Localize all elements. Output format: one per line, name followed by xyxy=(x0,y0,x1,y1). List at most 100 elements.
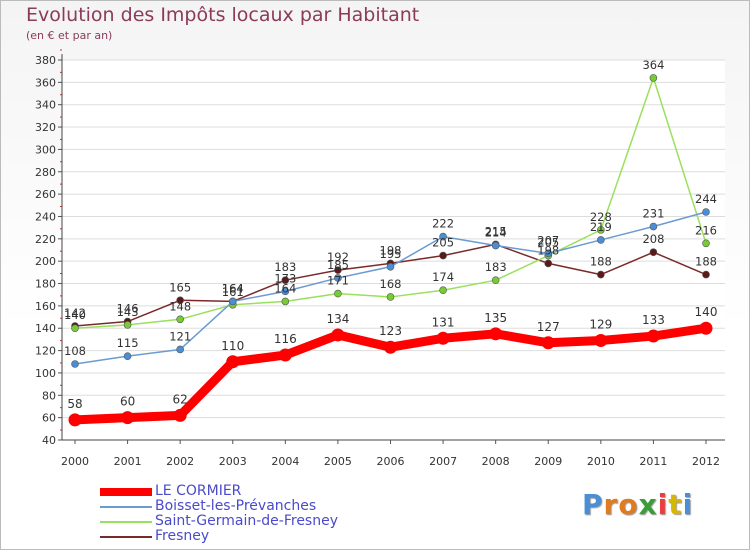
data-label: 244 xyxy=(695,192,717,206)
data-point xyxy=(281,287,290,296)
data-point xyxy=(702,239,710,248)
data-label: 164 xyxy=(274,281,296,295)
y-tick-label: 380 xyxy=(35,54,56,67)
data-point xyxy=(491,241,500,250)
x-tick-label: 2003 xyxy=(219,455,247,468)
data-label: 134 xyxy=(326,312,349,326)
y-tick-label: 340 xyxy=(35,99,56,112)
x-tick-label: 2009 xyxy=(534,455,562,468)
data-label: 161 xyxy=(222,285,244,299)
data-label: 123 xyxy=(379,324,402,338)
chart-subtitle: (en € et par an) xyxy=(26,29,113,42)
x-tick-label: 2002 xyxy=(166,455,194,468)
data-point xyxy=(278,348,292,362)
data-label: 185 xyxy=(327,258,349,272)
x-tick-label: 2001 xyxy=(114,455,142,468)
data-point xyxy=(173,408,187,422)
data-point xyxy=(68,413,82,427)
data-label: 222 xyxy=(432,217,454,231)
data-point xyxy=(123,321,132,329)
data-point xyxy=(71,360,79,368)
data-label: 205 xyxy=(432,236,454,250)
data-point xyxy=(439,251,447,260)
data-point xyxy=(597,270,605,279)
data-point xyxy=(544,249,553,258)
logo-letter: o xyxy=(618,488,639,521)
y-tick-label: 60 xyxy=(42,412,56,425)
data-point xyxy=(384,340,397,354)
x-tick-label: 2000 xyxy=(61,455,89,468)
y-tick-label: 320 xyxy=(35,121,56,134)
data-point xyxy=(491,276,500,284)
data-label: 228 xyxy=(590,210,612,224)
data-point xyxy=(386,262,395,271)
legend-swatch xyxy=(100,506,152,508)
data-label: 183 xyxy=(274,260,296,274)
x-tick-label: 2011 xyxy=(639,455,667,468)
data-point xyxy=(649,248,658,257)
data-point xyxy=(334,289,342,298)
data-point xyxy=(702,270,710,279)
data-label: 58 xyxy=(67,397,82,411)
data-label: 133 xyxy=(642,313,665,327)
legend-label: Boisset-les-Prévanches xyxy=(155,498,317,514)
data-point xyxy=(439,286,447,295)
legend-label: Saint-Germain-de-Fresney xyxy=(155,513,338,529)
data-point xyxy=(649,74,658,82)
data-point xyxy=(489,327,503,341)
data-label: 121 xyxy=(169,329,191,343)
data-point xyxy=(71,324,79,333)
data-point xyxy=(541,336,555,350)
logo-letter: P xyxy=(582,488,604,521)
data-label: 214 xyxy=(485,226,507,240)
data-label: 127 xyxy=(537,320,560,334)
y-tick-label: 300 xyxy=(35,143,56,156)
data-point xyxy=(646,329,660,343)
data-label: 192 xyxy=(327,250,349,264)
data-label: 140 xyxy=(64,308,86,322)
data-point xyxy=(334,274,342,282)
y-tick-label: 240 xyxy=(35,210,56,223)
x-tick-label: 2004 xyxy=(271,455,299,468)
data-point xyxy=(439,232,447,241)
data-label: 110 xyxy=(221,339,244,353)
data-label: 143 xyxy=(117,305,139,319)
data-label: 135 xyxy=(484,311,507,325)
data-label: 140 xyxy=(695,305,718,319)
chart-title: Evolution des Impôts locaux par Habitant xyxy=(26,4,420,26)
data-point xyxy=(123,352,132,360)
y-tick-label: 40 xyxy=(42,434,56,447)
logo-letter: r xyxy=(603,488,619,521)
x-tick-label: 2006 xyxy=(377,455,405,468)
data-point xyxy=(597,236,605,244)
x-tick-label: 2008 xyxy=(482,455,510,468)
logo-letter: x xyxy=(638,488,658,521)
data-point xyxy=(331,328,345,342)
data-point xyxy=(702,208,710,216)
data-label: 208 xyxy=(642,232,664,246)
data-label: 195 xyxy=(380,247,402,261)
y-tick-label: 200 xyxy=(35,255,56,268)
data-point xyxy=(436,331,450,345)
data-label: 116 xyxy=(274,332,297,346)
data-point xyxy=(121,411,135,425)
data-label: 62 xyxy=(173,392,188,406)
x-tick-label: 2012 xyxy=(692,455,720,468)
y-tick-label: 180 xyxy=(35,278,56,291)
legend-label: Fresney xyxy=(155,528,210,544)
data-label: 219 xyxy=(590,220,612,234)
x-tick-label: 2007 xyxy=(429,455,457,468)
proxiti-logo: Proxiti xyxy=(582,488,693,521)
data-point xyxy=(228,297,237,306)
data-label: 198 xyxy=(380,243,402,257)
y-tick-label: 120 xyxy=(35,345,56,358)
data-label: 173 xyxy=(274,271,296,285)
data-label: 164 xyxy=(222,281,244,295)
logo-letter: i xyxy=(657,488,669,521)
data-label: 171 xyxy=(327,274,349,288)
data-point xyxy=(386,293,395,301)
data-point xyxy=(544,259,553,268)
data-point xyxy=(334,266,342,274)
data-label: 115 xyxy=(117,336,139,350)
data-label: 205 xyxy=(537,236,559,250)
